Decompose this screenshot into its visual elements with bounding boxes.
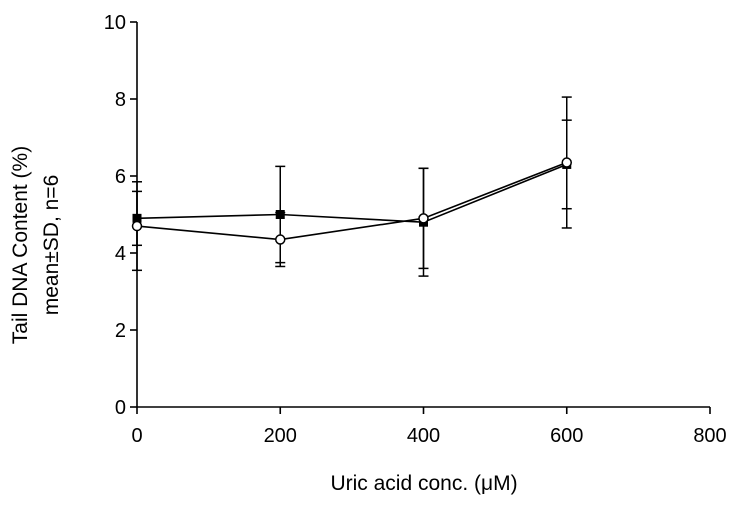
- y-axis-label: Tail DNA Content (%): [9, 146, 32, 344]
- x-tick-label: 0: [131, 425, 142, 447]
- y-tick-label: 8: [115, 89, 126, 111]
- y-tick-label: 0: [115, 397, 126, 419]
- series-line: [136, 163, 568, 224]
- data-point: [561, 157, 572, 168]
- series-line: [136, 161, 568, 241]
- plot-area: [131, 96, 572, 277]
- y-tick-label: 4: [115, 243, 126, 265]
- x-tick-label: 600: [550, 425, 583, 447]
- y-axis-label-sub: mean±SD, n=6: [40, 175, 63, 316]
- y-tick-label: 6: [115, 166, 126, 188]
- x-tick-label: 800: [693, 425, 726, 447]
- y-tick-label: 10: [104, 12, 126, 34]
- data-point: [418, 213, 429, 224]
- data-point: [275, 234, 286, 245]
- x-tick-label: 400: [407, 425, 440, 447]
- x-axis-ticks: 0 200 400 600 800: [131, 407, 727, 447]
- series-2: [131, 96, 572, 272]
- series-1: [132, 119, 572, 277]
- x-tick-label: 200: [264, 425, 297, 447]
- data-point: [131, 220, 143, 232]
- x-axis-label: Uric acid conc. (μM): [330, 472, 517, 495]
- y-tick-label: 2: [115, 320, 126, 342]
- y-axis-ticks: 0 2 4 6 8 10: [104, 12, 137, 419]
